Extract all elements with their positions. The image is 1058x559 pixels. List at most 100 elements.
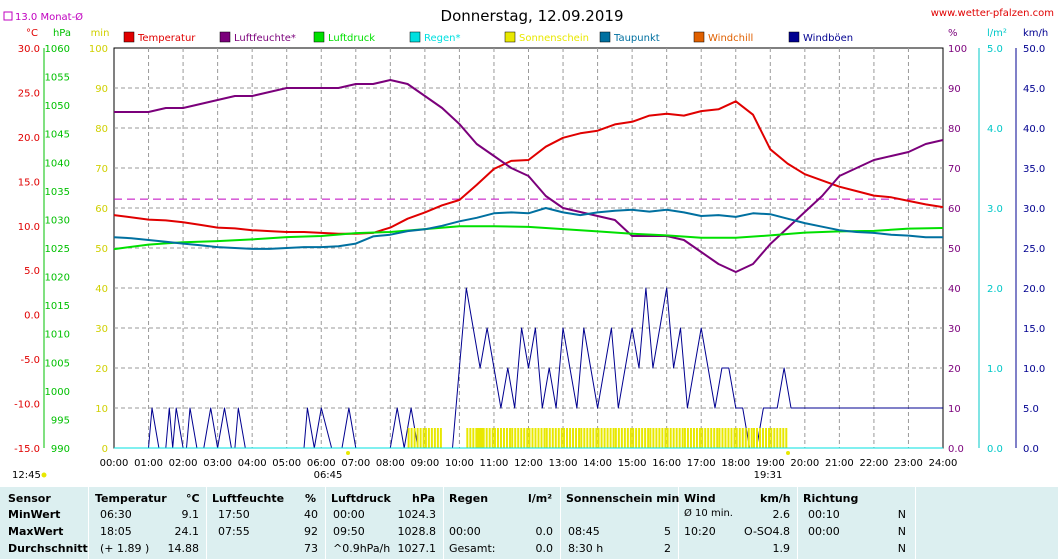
- sunshine-bar: [472, 428, 475, 448]
- sunshine-bar: [505, 428, 508, 448]
- table-cell-dir-val: N: [897, 525, 906, 538]
- x-tick-label: 18:00: [721, 458, 750, 469]
- table-cell-press-time: 09:50: [333, 525, 365, 538]
- sunshine-bar: [647, 428, 650, 448]
- x-tick-label: 24:00: [929, 458, 958, 469]
- sunshine-bar: [770, 428, 773, 448]
- legend-label-windchill: Windchill: [708, 33, 753, 44]
- y-tick-label: 70: [948, 164, 961, 175]
- y-tick-label: 1040: [45, 158, 70, 169]
- sunshine-bar: [589, 428, 592, 448]
- x-tick-label: 19:00: [756, 458, 785, 469]
- table-cell-rain-val: 0.0: [535, 542, 554, 555]
- sunshine-bar: [514, 428, 517, 448]
- y-tick-label: 1005: [45, 358, 70, 369]
- y-tick-label: 995: [51, 415, 70, 426]
- sunset-icon: [786, 451, 790, 455]
- y-tick-label: 30: [95, 324, 108, 335]
- sunshine-bar: [469, 428, 472, 448]
- sunshine-bar: [499, 428, 502, 448]
- sunshine-bar: [744, 428, 747, 448]
- sunshine-bar: [716, 428, 719, 448]
- x-tick-label: 01:00: [134, 458, 163, 469]
- series-luftdruck: [113, 225, 944, 251]
- y-tick-label: 4.0: [987, 124, 1003, 135]
- sunshine-bar: [782, 428, 785, 448]
- y-tick-label: 5.0: [24, 266, 40, 277]
- sunshine-bar: [753, 428, 756, 448]
- y-tick-label: 20: [948, 364, 961, 375]
- y-tick-label: 10.0: [18, 222, 40, 233]
- y-tick-label: 1055: [45, 73, 70, 84]
- y-tick-label: 0.0: [24, 311, 40, 322]
- sunshine-bar: [704, 428, 707, 448]
- hdr-temp: Temperatur: [95, 492, 167, 505]
- x-tick-label: 20:00: [790, 458, 819, 469]
- x-tick-label: 07:00: [341, 458, 370, 469]
- table-cell-press-val: 1028.8: [397, 525, 437, 538]
- sunshine-bar: [580, 428, 583, 448]
- y-tick-label: 1020: [45, 273, 70, 284]
- x-tick-label: 22:00: [860, 458, 889, 469]
- sunshine-bar: [466, 428, 469, 448]
- x-tick-label: 00:00: [100, 458, 129, 469]
- sunshine-bar: [523, 428, 526, 448]
- table-cell-sun-val: 2: [664, 542, 671, 555]
- x-tick-label: 23:00: [894, 458, 923, 469]
- y-tick-label: 40: [948, 284, 961, 295]
- y-tick-label: 45.0: [1023, 84, 1045, 95]
- sunshine-bar: [713, 428, 716, 448]
- legend-label-luftfeuchte: Luftfeuchte*: [234, 33, 296, 44]
- sunshine-bar: [478, 428, 481, 448]
- sunshine-bar: [695, 428, 698, 448]
- y-tick-label: 10: [948, 404, 961, 415]
- y-tick-label: 0: [102, 444, 108, 455]
- y-tick-label: 20.0: [18, 133, 40, 144]
- table-cell-rain-time: 00:00: [449, 525, 481, 538]
- y-tick-label: 1045: [45, 130, 70, 141]
- legend-swatch-luftfeuchte: [219, 31, 231, 43]
- table-cell-wind-label: Ø 10 min.: [684, 508, 733, 519]
- sunset-time: 19:31: [754, 470, 783, 481]
- sunshine-bar: [479, 428, 482, 448]
- sunshine-bar: [644, 428, 647, 448]
- legend-label-sonnenschein: Sonnenschein: [519, 33, 589, 44]
- y-tick-label: 100: [948, 44, 967, 55]
- axis-unit-label: %: [948, 28, 958, 39]
- sunshine-bar: [422, 428, 425, 448]
- sunshine-bar: [623, 428, 626, 448]
- axis-unit-label: °C: [26, 28, 38, 39]
- y-tick-label: 30.0: [1023, 204, 1045, 215]
- x-tick-label: 10:00: [445, 458, 474, 469]
- sunshine-bar: [554, 428, 557, 448]
- sunshine-bar: [773, 428, 776, 448]
- sunshine-bar: [433, 428, 436, 448]
- sunshine-bar: [701, 428, 704, 448]
- sunshine-bar: [730, 428, 733, 448]
- sunshine-bar: [738, 428, 741, 448]
- sunshine-bar: [620, 428, 623, 448]
- sunshine-bar: [603, 428, 606, 448]
- hdr-rain-unit: l/m²: [528, 492, 553, 505]
- y-tick-label: 2.0: [987, 284, 1003, 295]
- y-tick-label: 60: [948, 204, 961, 215]
- sunshine-bar: [762, 428, 765, 448]
- table-cell-label: MinWert: [8, 508, 61, 521]
- y-tick-label: 20: [95, 364, 108, 375]
- sunshine-bar: [756, 428, 759, 448]
- sunshine-bar: [543, 428, 546, 448]
- y-tick-label: 50: [95, 244, 108, 255]
- sunshine-bar: [724, 428, 727, 448]
- sunshine-bar: [626, 428, 629, 448]
- sunshine-bar: [485, 428, 488, 448]
- sunshine-bar: [569, 428, 572, 448]
- y-tick-label: 90: [95, 84, 108, 95]
- sunshine-bar: [540, 428, 543, 448]
- sunshine-bar: [765, 428, 768, 448]
- sunshine-bar: [768, 428, 771, 448]
- table-cell-press-val: 1024.3: [397, 508, 437, 521]
- y-tick-label: 1015: [45, 301, 70, 312]
- sunrise-time: 06:45: [314, 470, 343, 481]
- x-tick-label: 08:00: [376, 458, 405, 469]
- hdr-press-unit: hPa: [412, 492, 436, 505]
